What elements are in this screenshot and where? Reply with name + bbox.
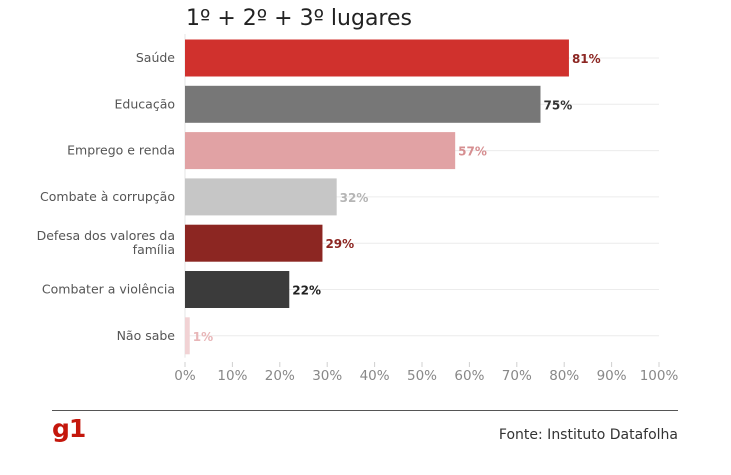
category-label: Educação bbox=[115, 96, 175, 111]
category-label: Emprego e renda bbox=[67, 143, 175, 158]
category-label: Combater a violência bbox=[42, 282, 175, 297]
source-note: Fonte: Instituto Datafolha bbox=[498, 427, 678, 443]
bar bbox=[185, 271, 290, 308]
category-label: Combate à corrupção bbox=[40, 189, 175, 204]
value-label: 29% bbox=[325, 237, 354, 251]
x-tick-label: 40% bbox=[360, 368, 390, 384]
x-tick-label: 100% bbox=[640, 368, 679, 384]
value-label: 57% bbox=[458, 145, 487, 159]
x-tick-label: 80% bbox=[549, 368, 579, 384]
x-tick-label: 90% bbox=[597, 368, 627, 384]
value-label: 75% bbox=[544, 98, 573, 112]
g1-logo: g1 bbox=[52, 414, 86, 443]
x-tick-label: 70% bbox=[502, 368, 532, 384]
value-label: 81% bbox=[572, 52, 601, 66]
bar bbox=[185, 178, 337, 216]
bar-chart: Saúde 81% Educação 75% Emprego e renda 57% Com… bbox=[37, 34, 679, 384]
x-tick-label: 30% bbox=[312, 368, 342, 384]
category-label: Não sabe bbox=[117, 328, 176, 343]
bar bbox=[185, 132, 456, 170]
x-tick-label: 50% bbox=[407, 368, 437, 384]
bar bbox=[185, 224, 323, 262]
x-tick-label: 10% bbox=[217, 368, 247, 384]
value-label: 22% bbox=[292, 284, 321, 298]
category-label: família bbox=[133, 242, 175, 257]
bar bbox=[185, 39, 569, 77]
x-tick-label: 0% bbox=[174, 368, 196, 384]
footer-divider bbox=[52, 410, 678, 411]
x-tick-label: 20% bbox=[265, 368, 295, 384]
bar bbox=[185, 317, 190, 355]
category-label: Defesa dos valores da bbox=[37, 228, 175, 243]
bar bbox=[185, 85, 541, 123]
chart-title: 1º + 2º + 3º lugares bbox=[186, 6, 412, 31]
category-label: Saúde bbox=[136, 50, 175, 65]
value-label: 32% bbox=[340, 191, 369, 205]
x-tick-label: 60% bbox=[454, 368, 484, 384]
value-label: 1% bbox=[193, 330, 213, 344]
